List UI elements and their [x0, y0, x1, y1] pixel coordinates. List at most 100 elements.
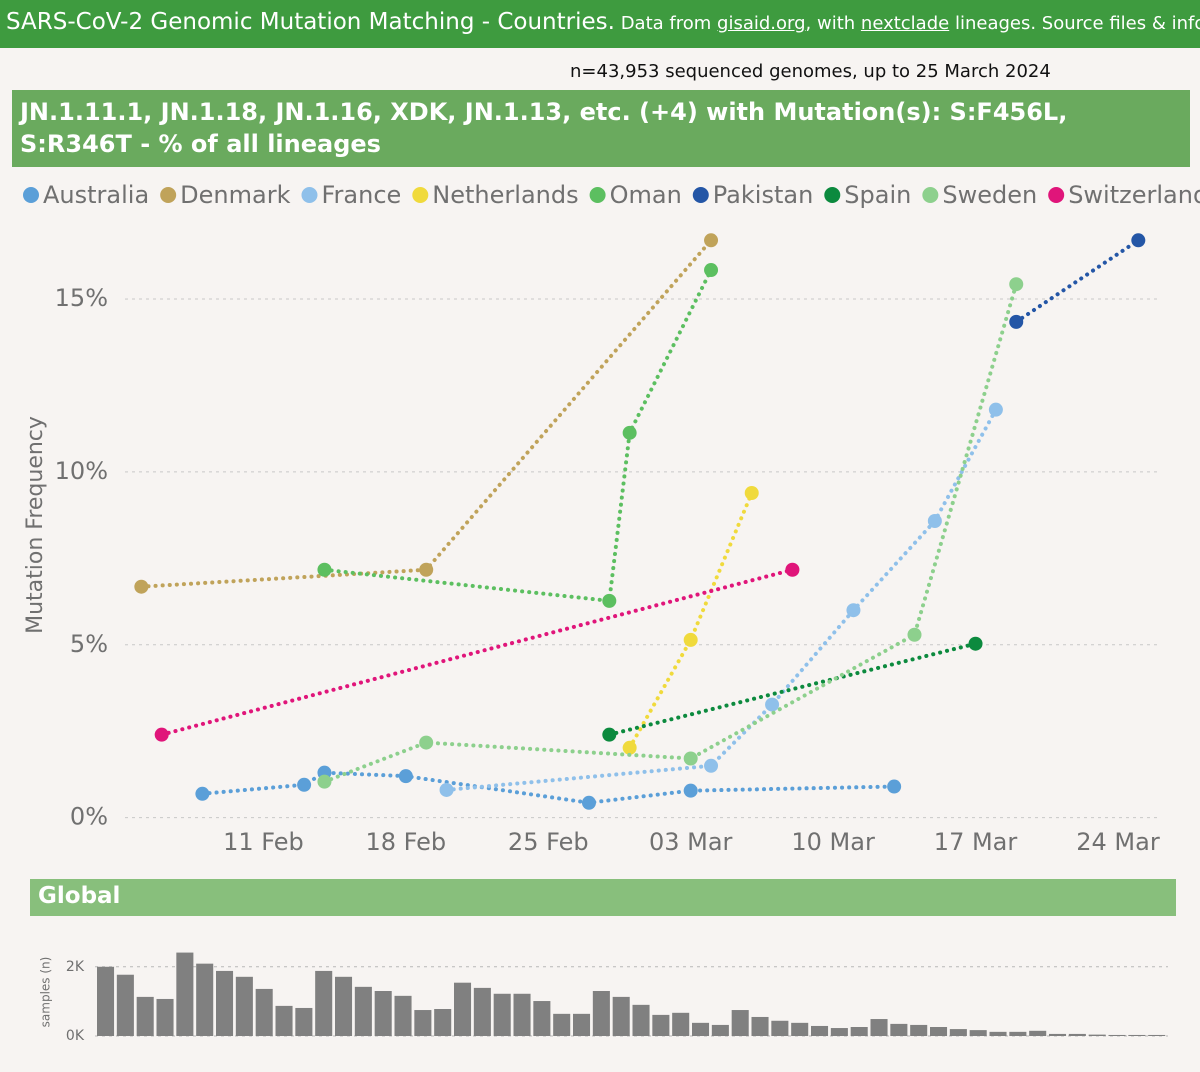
bar	[156, 998, 174, 1036]
bar	[553, 1013, 571, 1036]
bar	[791, 1022, 809, 1036]
data-point	[317, 774, 332, 789]
bar	[374, 991, 392, 1036]
series-line	[322, 282, 1019, 784]
source-link[interactable]: nextclade	[860, 13, 950, 34]
y-axis-label: Mutation Frequency	[23, 416, 48, 634]
bar	[692, 1022, 710, 1036]
legend-marker	[301, 187, 318, 203]
bar	[1088, 1034, 1106, 1036]
data-point	[968, 636, 983, 651]
legend-marker	[160, 187, 177, 203]
data-point	[927, 514, 942, 529]
bar	[473, 987, 491, 1036]
y-tick-label: 2K	[66, 959, 85, 975]
x-tick-label: 03 Mar	[649, 828, 733, 856]
bar	[315, 970, 333, 1036]
series-line	[159, 567, 795, 737]
data-point	[622, 425, 637, 440]
data-point	[765, 697, 780, 712]
legend-marker	[589, 187, 606, 203]
data-point	[704, 233, 719, 248]
y-tick-label: 15%	[55, 284, 108, 312]
legend-label: Spain	[844, 181, 911, 209]
bar	[711, 1024, 729, 1036]
legend-marker	[922, 187, 939, 203]
data-point	[744, 486, 759, 501]
data-point	[419, 562, 434, 577]
data-point	[907, 627, 922, 642]
bar	[255, 988, 273, 1036]
bar	[513, 993, 531, 1036]
data-point	[1009, 314, 1024, 329]
bar	[176, 952, 194, 1036]
bar	[573, 1013, 591, 1036]
header: SARS-CoV-2 Genomic Mutation Matching - C…	[0, 0, 1200, 48]
legend-label: Australia	[43, 181, 149, 209]
source-link[interactable]: gisaid.org	[717, 13, 806, 34]
bar	[612, 996, 630, 1036]
bar	[969, 1030, 987, 1036]
x-tick-label: 17 Mar	[934, 828, 1018, 856]
data-point	[683, 783, 698, 798]
bar	[97, 966, 115, 1036]
data-point	[704, 263, 719, 278]
data-point	[785, 562, 800, 577]
bar	[592, 991, 610, 1036]
data-point	[683, 751, 698, 766]
legend-marker	[23, 187, 39, 203]
data-point	[622, 740, 637, 755]
bar	[136, 996, 154, 1036]
bar	[910, 1024, 928, 1036]
bar	[394, 995, 412, 1036]
data-point	[419, 735, 434, 750]
bar	[295, 1007, 313, 1036]
bar	[1068, 1033, 1086, 1036]
series-line	[322, 268, 714, 604]
bar	[890, 1023, 908, 1036]
data-point	[297, 777, 312, 792]
data-point	[704, 758, 719, 773]
subtitle: n=43,953 sequenced genomes, up to 25 Mar…	[570, 61, 1051, 82]
bar	[731, 1010, 749, 1036]
legend-label: France	[321, 181, 401, 209]
legend-marker	[692, 187, 709, 203]
y-tick-label: 5%	[70, 630, 108, 658]
legend-marker	[1048, 187, 1065, 203]
bar	[830, 1028, 848, 1036]
bar	[493, 993, 511, 1036]
bar	[216, 970, 234, 1036]
legend-label: Switzerland	[1068, 181, 1200, 209]
legend-label: Netherlands	[432, 181, 578, 209]
bar	[870, 1019, 888, 1036]
series-line	[607, 641, 978, 737]
data-point	[581, 795, 596, 810]
bar	[1108, 1034, 1126, 1036]
data-point	[846, 603, 861, 618]
y-tick-label: 0K	[66, 1028, 85, 1044]
bar	[652, 1014, 670, 1036]
bar	[414, 1010, 432, 1036]
bar	[1029, 1030, 1047, 1036]
data-point	[602, 593, 617, 608]
series-line	[139, 238, 714, 589]
bar	[811, 1025, 829, 1036]
x-tick-label: 25 Feb	[508, 828, 589, 856]
source-text: lineages. Source files & info on g	[954, 13, 1200, 34]
chart-title: Global	[30, 879, 1176, 916]
bar	[771, 1020, 789, 1036]
bar	[354, 986, 372, 1036]
data-point	[439, 782, 454, 797]
bar	[275, 1005, 293, 1036]
data-point	[1009, 277, 1024, 292]
series-line	[627, 491, 754, 750]
x-tick-label: 11 Feb	[223, 828, 304, 856]
bar	[116, 974, 134, 1036]
header-title: SARS-CoV-2 Genomic Mutation Matching - C…	[6, 9, 615, 35]
bar	[1009, 1031, 1027, 1036]
chart-title: JN.1.11.1, JN.1.18, JN.1.16, XDK, JN.1.1…	[12, 90, 1190, 167]
x-tick-label: 10 Mar	[791, 828, 875, 856]
y-tick-label: 10%	[55, 457, 108, 485]
